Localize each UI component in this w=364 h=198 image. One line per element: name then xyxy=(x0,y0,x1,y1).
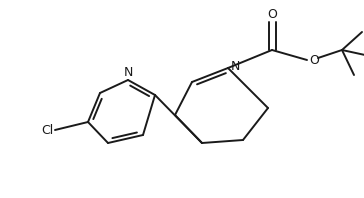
Text: Cl: Cl xyxy=(41,124,53,136)
Text: O: O xyxy=(267,8,277,21)
Text: N: N xyxy=(231,61,240,73)
Text: O: O xyxy=(309,53,319,67)
Text: N: N xyxy=(123,66,133,78)
